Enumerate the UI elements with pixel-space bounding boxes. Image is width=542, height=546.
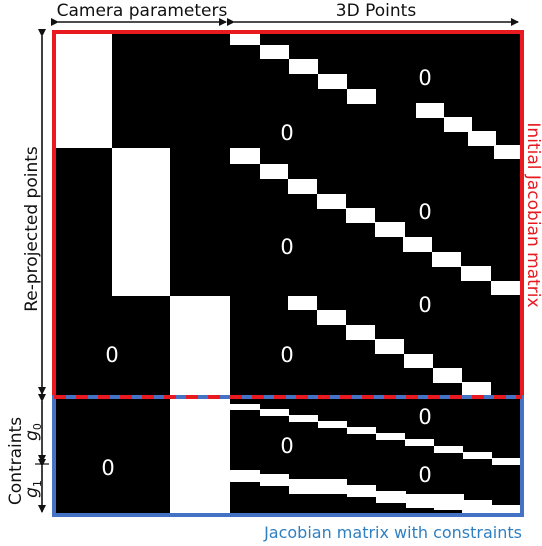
nonzero-block (230, 470, 260, 482)
nonzero-block (375, 339, 404, 354)
nonzero-block (288, 179, 317, 194)
zero-label: 0 (101, 456, 114, 480)
initial-jacobian-label: Initial Jacobian matrix (523, 122, 542, 307)
camera-block-2 (112, 148, 170, 296)
nonzero-block (461, 266, 491, 281)
nonzero-block (432, 252, 461, 267)
nonzero-block (260, 45, 289, 59)
nonzero-block (230, 32, 260, 45)
zero-label: 0 (418, 463, 431, 487)
nonzero-block (462, 505, 520, 513)
nonzero-block (260, 409, 289, 416)
zero-labels: 0 0 0 0 0 0 0 0 0 0 0 (101, 66, 431, 487)
nonzero-block (347, 485, 376, 497)
nonzero-block (317, 194, 346, 209)
nonzero-block (318, 74, 347, 89)
nonzero-block (376, 491, 406, 503)
nonzero-block (403, 237, 432, 252)
nonzero-block (416, 103, 444, 118)
nonzero-block (289, 479, 347, 494)
zero-label: 0 (418, 200, 431, 224)
zero-label: 0 (280, 235, 293, 259)
zero-label: 0 (280, 343, 293, 367)
nonzero-block (260, 474, 289, 486)
nonzero-block (405, 439, 434, 446)
nonzero-block (433, 368, 462, 383)
contraints-label: Contraints (6, 417, 26, 505)
nonzero-block (347, 89, 376, 104)
nonzero-block (375, 222, 405, 237)
point-blocks (230, 32, 520, 513)
nonzero-block (317, 310, 346, 325)
nonzero-block (492, 458, 520, 465)
zero-label: 0 (418, 293, 431, 317)
nonzero-block (444, 117, 472, 132)
nonzero-block (230, 148, 260, 164)
camera-block-3 (170, 296, 230, 515)
nonzero-block (289, 415, 318, 422)
nonzero-block (491, 281, 520, 295)
camera-parameters-label: Camera parameters (57, 1, 228, 21)
zero-label: 0 (105, 343, 118, 367)
nonzero-block (462, 382, 491, 396)
nonzero-block (318, 421, 347, 428)
nonzero-block (346, 208, 375, 223)
nonzero-block (463, 452, 492, 459)
camera-blocks (54, 32, 230, 515)
nonzero-block (289, 59, 318, 74)
jacobian-constraints-label: Jacobian matrix with constraints (263, 523, 522, 542)
reprojected-points-label: Re-projected points (22, 146, 42, 312)
nonzero-block (494, 145, 520, 159)
g0-label: g0 (22, 423, 44, 441)
nonzero-block (434, 446, 463, 453)
nonzero-block (260, 164, 288, 179)
g1-label: g1 (22, 480, 44, 498)
camera-block-1 (54, 32, 112, 148)
zero-label: 0 (280, 434, 293, 458)
nonzero-block (347, 427, 376, 434)
nonzero-block (404, 354, 433, 368)
nonzero-block (288, 296, 317, 310)
nonzero-block (346, 325, 375, 340)
nonzero-block (376, 433, 405, 440)
zero-label: 0 (418, 66, 431, 90)
nonzero-block (468, 131, 496, 146)
zero-label: 0 (280, 121, 293, 145)
points-3d-label: 3D Points (336, 1, 417, 21)
zero-label: 0 (418, 405, 431, 429)
nonzero-block (230, 404, 260, 410)
